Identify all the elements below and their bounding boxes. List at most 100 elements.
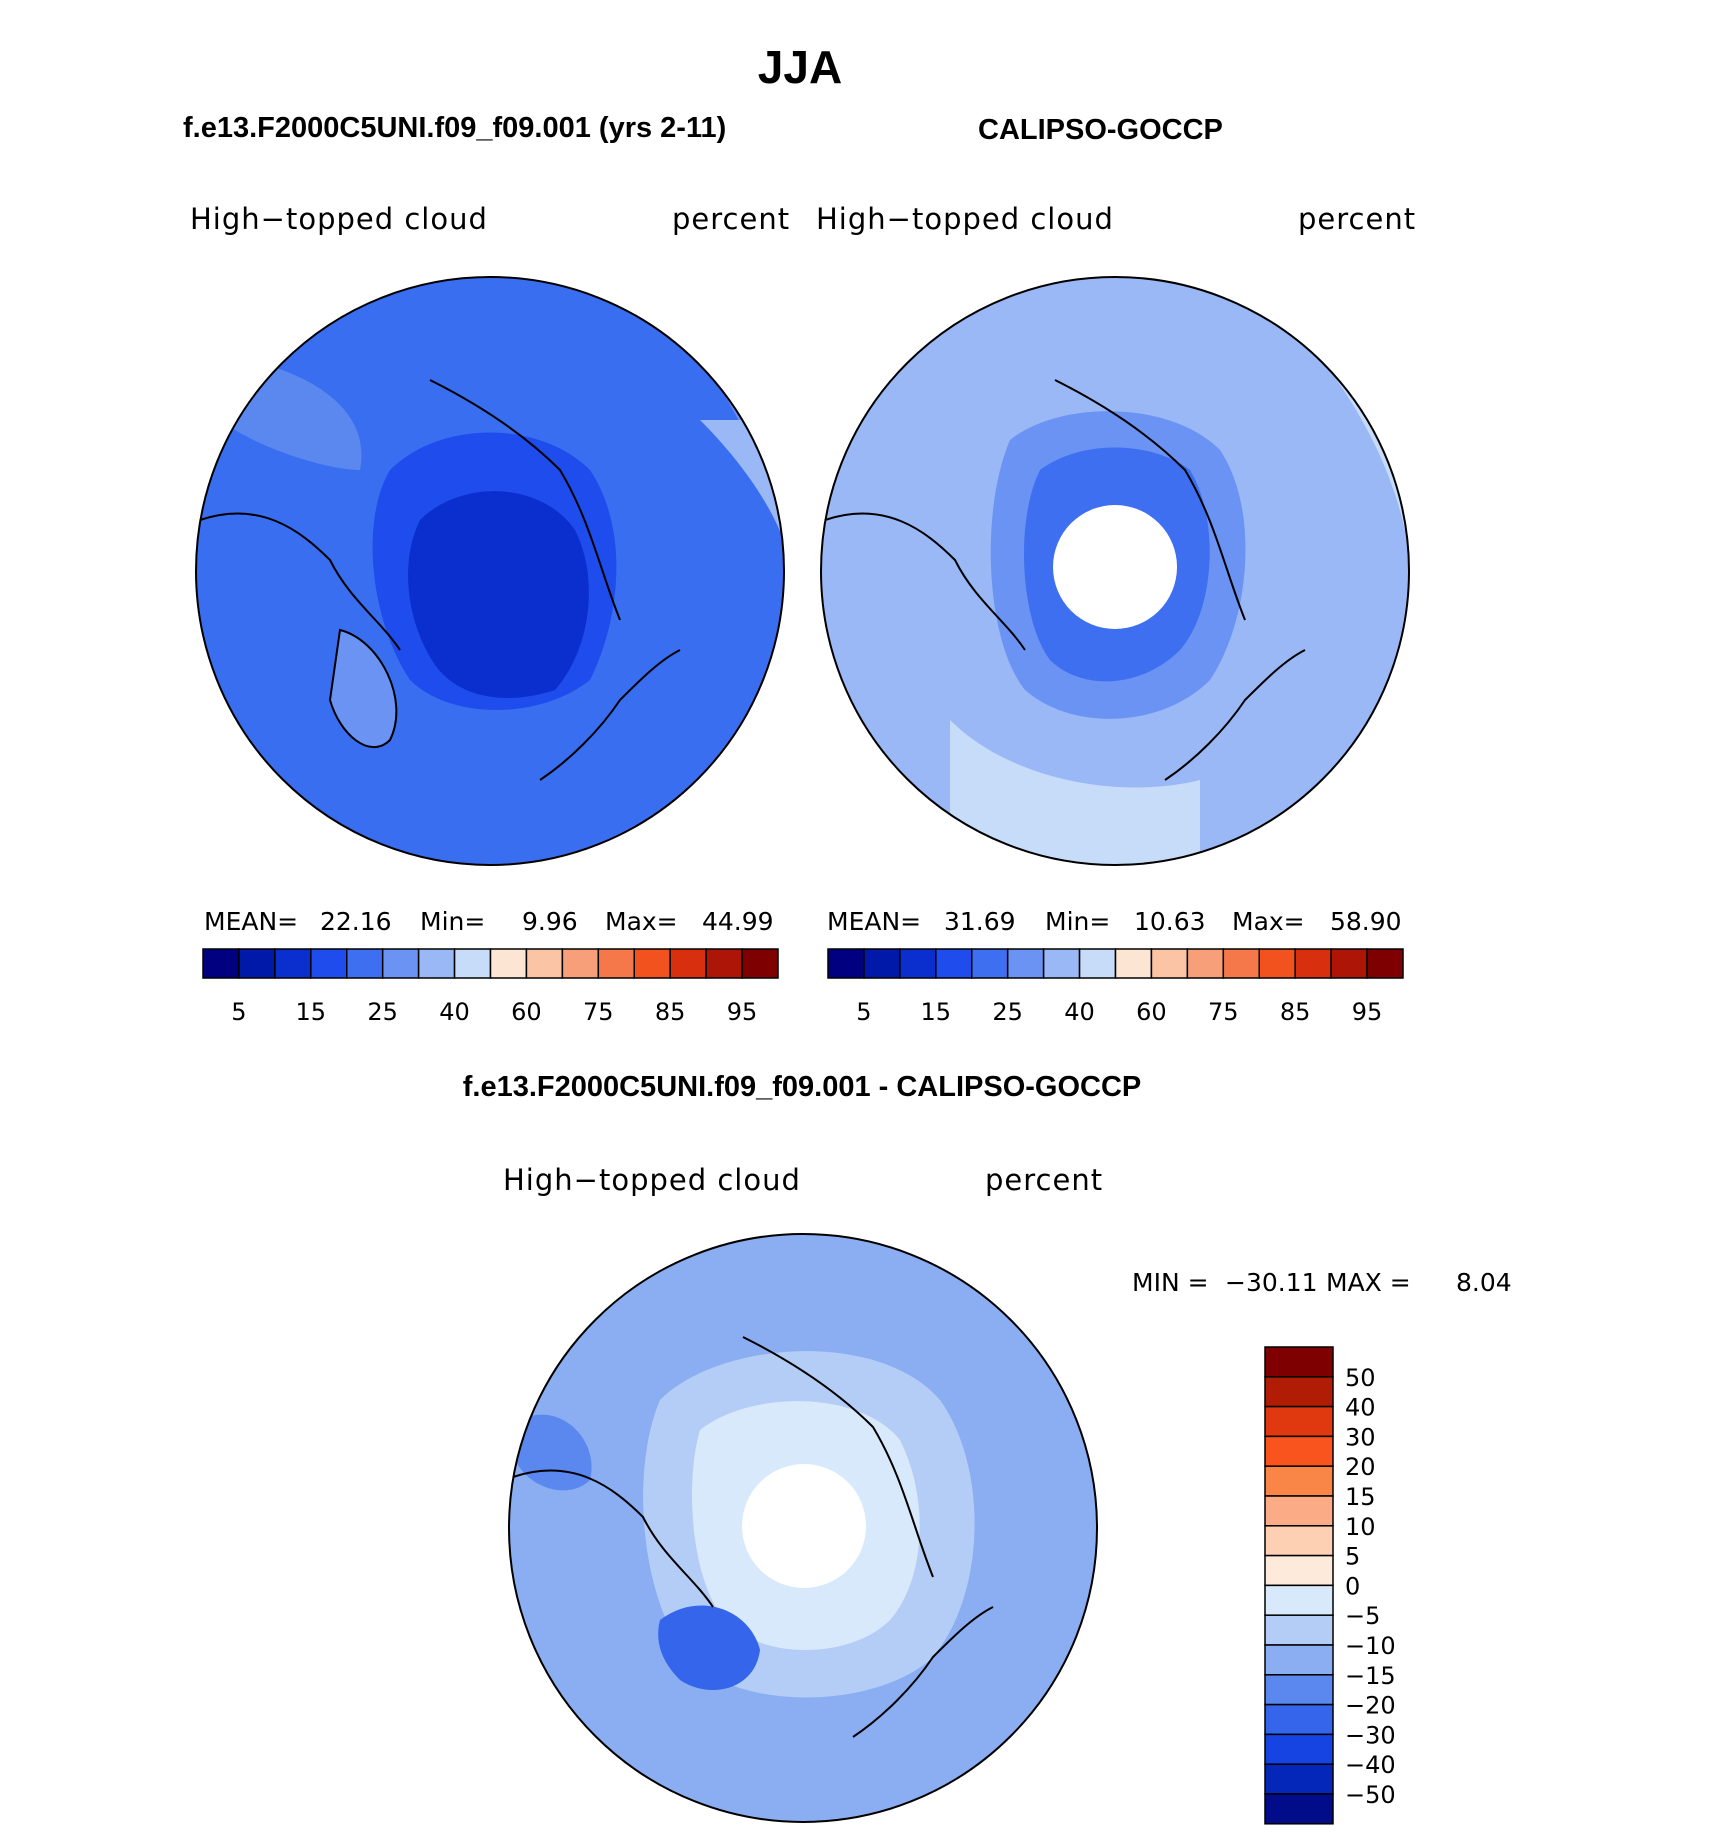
diff-colorbar-swatch — [1264, 1703, 1334, 1736]
obs-colorbar-tick-label: 15 — [921, 998, 952, 1026]
obs-min-label: Min= — [1045, 907, 1111, 936]
obs-colorbar-swatch — [1186, 948, 1225, 979]
obs-max-label: Max= — [1232, 907, 1305, 936]
model-colorbar-swatch — [274, 948, 312, 979]
model-colorbar-swatch — [453, 948, 492, 979]
model-colorbar-swatch — [202, 948, 240, 979]
obs-mean-value: 31.69 — [944, 907, 1016, 936]
model-colorbar-swatch — [525, 948, 564, 979]
model-colorbar-swatch — [561, 948, 600, 979]
obs-colorbar-tick-label: 5 — [856, 998, 871, 1026]
obs-colorbar-swatch — [1114, 948, 1153, 979]
obs-colorbar-swatch — [1222, 948, 1260, 979]
obs-colorbar-swatch — [1042, 948, 1081, 979]
diff-colorbar-tick-label: 20 — [1345, 1453, 1376, 1481]
diff-colorbar-swatch — [1264, 1435, 1334, 1467]
diff-colorbar-tick-label: 5 — [1345, 1543, 1360, 1571]
obs-max-value: 58.90 — [1330, 907, 1402, 936]
obs-colorbar-tick-label: 25 — [992, 998, 1023, 1026]
obs-colorbar-tick-label: 75 — [1208, 998, 1239, 1026]
diff-colorbar-tick-label: 0 — [1345, 1572, 1360, 1600]
diff-colorbar-swatch — [1264, 1674, 1334, 1706]
diff-colorbar-tick-label: 40 — [1345, 1394, 1376, 1422]
obs-map — [820, 276, 1410, 866]
model-max-value: 44.99 — [702, 907, 774, 936]
diff-missing-pole — [742, 1464, 866, 1588]
obs-colorbar-tick-label: 95 — [1352, 998, 1383, 1026]
diff-colorbar-swatch — [1264, 1733, 1334, 1765]
obs-colorbar-swatch — [1078, 948, 1117, 979]
diff-colorbar-swatch — [1264, 1644, 1334, 1676]
model-greenland — [328, 628, 398, 749]
diff-max-label: MAX = — [1326, 1268, 1411, 1297]
model-colorbar-swatch — [310, 948, 348, 979]
diff-colorbar-tick-label: −30 — [1345, 1721, 1396, 1749]
model-colorbar-tick-label: 15 — [296, 998, 327, 1026]
obs-colorbar-swatch — [899, 948, 937, 979]
model-variable-label: High−topped cloud — [190, 202, 488, 236]
diff-max-value: 8.04 — [1456, 1268, 1512, 1297]
diff-min-label: MIN = — [1132, 1268, 1209, 1297]
diff-colorbar-tick-label: 15 — [1345, 1483, 1376, 1511]
model-mean-label: MEAN= — [204, 907, 299, 936]
model-colorbar-swatch — [633, 948, 671, 979]
model-panel-header: f.e13.F2000C5UNI.f09_f09.001 (yrs 2-11) — [183, 112, 727, 144]
model-colorbar: 5 15 25 40 60 75 85 95 — [202, 948, 779, 1026]
diff-map-border — [508, 1233, 1098, 1823]
diff-colorbar-swatch — [1264, 1763, 1334, 1795]
diff-colorbar-swatch — [1264, 1495, 1334, 1527]
diff-colorbar-swatch — [1264, 1405, 1334, 1438]
obs-colorbar-swatch — [1330, 948, 1368, 979]
model-map — [195, 276, 785, 866]
model-colorbar-swatch — [381, 948, 420, 979]
obs-colorbar-tick-label: 60 — [1136, 998, 1167, 1026]
model-colorbar-tick-label: 75 — [583, 998, 614, 1026]
obs-colorbar-swatch — [1006, 948, 1045, 979]
diff-map — [508, 1233, 1098, 1823]
diff-colorbar-swatch — [1264, 1525, 1334, 1557]
obs-colorbar: 5 15 25 40 60 75 85 95 — [827, 948, 1404, 1026]
model-map-border — [195, 276, 785, 866]
obs-colorbar-swatch — [971, 948, 1009, 979]
diff-colorbar-swatch — [1264, 1614, 1334, 1646]
model-max-label: Max= — [605, 907, 678, 936]
model-colorbar-tick-label: 25 — [367, 998, 398, 1026]
model-min-label: Min= — [420, 907, 486, 936]
model-colorbar-tick-label: 85 — [655, 998, 686, 1026]
obs-colorbar-swatch — [863, 948, 901, 979]
diff-colorbar-swatch — [1264, 1584, 1334, 1616]
obs-colorbar-swatch — [1294, 948, 1332, 979]
obs-light-south — [950, 720, 1200, 865]
obs-colorbar-tick-label: 40 — [1064, 998, 1095, 1026]
diff-colorbar-swatch — [1264, 1793, 1334, 1825]
obs-colorbar-swatch — [935, 948, 973, 979]
model-colorbar-swatch — [741, 948, 779, 979]
obs-units-label: percent — [1298, 202, 1417, 236]
obs-colorbar-swatch — [827, 948, 865, 979]
diff-colorbar-swatch — [1264, 1554, 1334, 1587]
model-colorbar-tick-label: 60 — [511, 998, 542, 1026]
diff-colorbar-tick-label: 10 — [1345, 1513, 1376, 1541]
diff-colorbar-tick-label: 50 — [1345, 1364, 1376, 1392]
model-min-value: 9.96 — [522, 907, 578, 936]
diff-colorbar-swatch — [1264, 1465, 1334, 1497]
model-colorbar-swatch — [597, 948, 635, 979]
obs-colorbar-swatch — [1366, 948, 1404, 979]
diff-colorbar-tick-label: −40 — [1345, 1751, 1396, 1779]
diff-coastline-1 — [512, 1336, 994, 1738]
obs-missing-pole — [1053, 505, 1177, 629]
diff-min-value: −30.11 — [1225, 1268, 1318, 1297]
diff-units-label: percent — [985, 1163, 1104, 1197]
model-colorbar-swatch — [417, 948, 456, 979]
diff-colorbar-swatch — [1264, 1346, 1334, 1378]
model-colorbar-swatch — [489, 948, 528, 979]
model-colorbar-tick-label: 95 — [727, 998, 758, 1026]
figure-title: JJA — [757, 41, 843, 93]
diff-colorbar-tick-label: −50 — [1345, 1781, 1396, 1809]
model-colorbar-tick-label: 5 — [231, 998, 246, 1026]
model-mean-value: 22.16 — [320, 907, 392, 936]
obs-panel-header: CALIPSO-GOCCP — [978, 114, 1223, 146]
obs-variable-label: High−topped cloud — [816, 202, 1114, 236]
